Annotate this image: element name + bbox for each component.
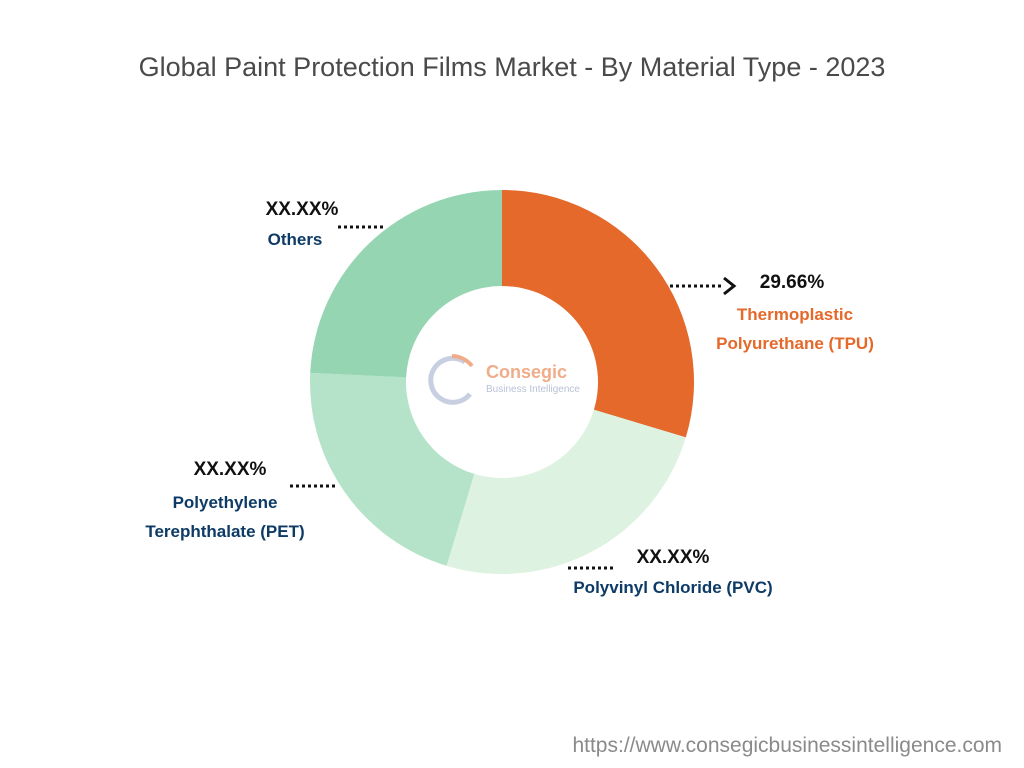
arrow-head: [723, 276, 737, 296]
slice: [310, 190, 502, 378]
watermark-name: Consegic: [486, 362, 567, 382]
value-label: 29.66%: [759, 272, 825, 293]
source-url: https://www.consegicbusinessintelligence…: [572, 734, 1002, 757]
watermark: Consegic Business Intelligence: [428, 354, 580, 405]
dotted-leaders: [290, 225, 724, 570]
value-label: XX.XX%: [193, 459, 267, 480]
category-label: Others: [267, 230, 323, 249]
slice: [446, 409, 686, 574]
watermark-tagline: Business Intelligence: [486, 384, 580, 395]
category-label: Polyvinyl Chloride (PVC): [573, 578, 773, 597]
slice: [310, 372, 475, 566]
category-label: Thermoplastic Polyurethane (TPU): [716, 305, 874, 353]
chart-title: Global Paint Protection Films Market - B…: [138, 52, 886, 82]
value-label: XX.XX%: [636, 547, 710, 568]
category-label: Polyethylene Terephthalate (PET): [145, 493, 305, 541]
slice: [502, 190, 694, 438]
value-label: XX.XX%: [265, 199, 339, 220]
